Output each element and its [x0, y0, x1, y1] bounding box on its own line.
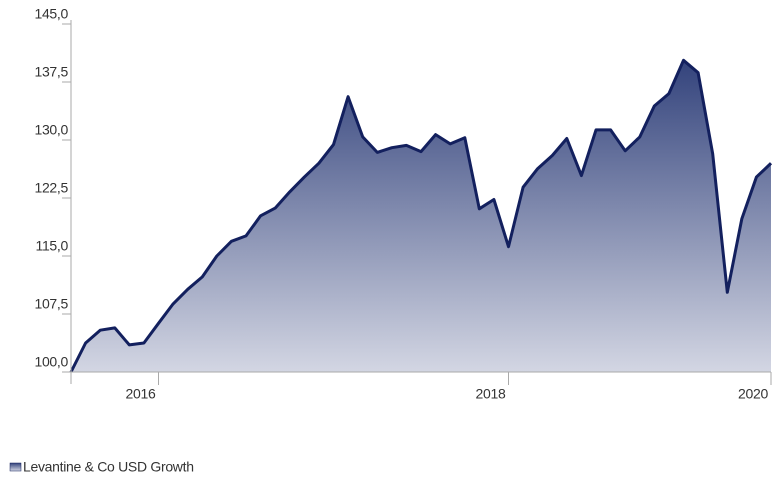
- y-tick-label: 145,0: [34, 6, 68, 22]
- x-tick-label: 2018: [476, 386, 506, 402]
- y-tick-label: 137,5: [34, 64, 68, 80]
- x-tick-label: 2016: [126, 386, 156, 402]
- legend-label: Levantine & Co USD Growth: [23, 459, 194, 475]
- y-tick-label: 100,0: [34, 354, 68, 370]
- line: [69, 58, 772, 373]
- y-tick-label: 115,0: [36, 238, 69, 254]
- y-tick-label: 107,5: [34, 296, 68, 312]
- legend-swatch: [9, 462, 22, 472]
- x-tick-label: 2020: [738, 386, 768, 402]
- area: [71, 60, 771, 373]
- y-tick-label: 122,5: [34, 180, 68, 196]
- y-tick-label: 130,0: [34, 122, 68, 138]
